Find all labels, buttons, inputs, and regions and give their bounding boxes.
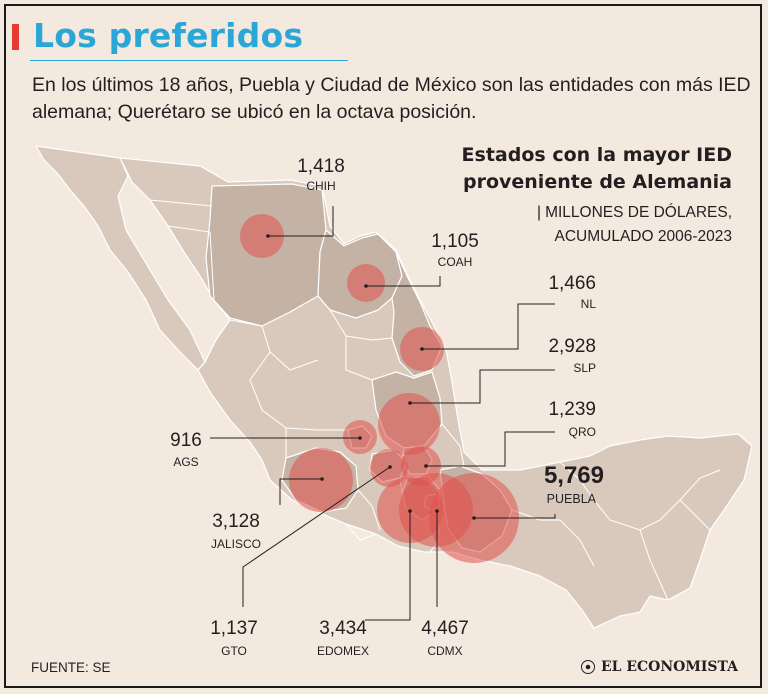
value-edomex: 3,434 <box>319 618 367 639</box>
title-underline <box>30 60 348 61</box>
brand-mark-icon <box>580 660 595 674</box>
leader-lines <box>210 206 556 621</box>
value-gto: 1,137 <box>210 618 258 639</box>
code-chih: CHIH <box>306 179 335 193</box>
source-note: FUENTE: SE <box>31 660 111 675</box>
brand-logo: EL ECONOMISTA <box>580 659 738 675</box>
code-ags: AGS <box>173 455 198 469</box>
code-puebla: PUEBLA <box>547 492 597 506</box>
page-title: Los preferidos <box>33 16 304 55</box>
code-gto: GTO <box>221 644 247 658</box>
code-coah: COAH <box>438 255 473 269</box>
legend-title-line2: proveniente de Alemania <box>462 171 732 193</box>
code-edomex: EDOMEX <box>317 644 369 658</box>
baja-peninsula <box>35 145 206 371</box>
code-jalisco: JALISCO <box>211 537 261 551</box>
legend-units-line2: ACUMULADO 2006-2023 <box>554 228 732 245</box>
brand-name: EL ECONOMISTA <box>600 659 738 675</box>
bubble-coah <box>347 264 385 302</box>
value-slp: 2,928 <box>548 336 596 357</box>
code-qro: QRO <box>569 425 596 439</box>
code-slp: SLP <box>573 361 596 375</box>
value-nl: 1,466 <box>548 273 596 294</box>
value-chih: 1,418 <box>297 156 345 177</box>
bubble-slp <box>378 393 440 455</box>
bubble-chih <box>240 214 284 258</box>
legend-title-line1: Estados con la mayor IED <box>461 144 732 166</box>
value-labels: 1,418 CHIH 1,105 COAH 1,466 NL 2,928 SLP… <box>170 156 604 658</box>
value-coah: 1,105 <box>431 231 479 252</box>
state-borders <box>149 199 721 601</box>
code-cdmx: CDMX <box>427 644 462 658</box>
legend-title: Estados con la mayor IED proveniente de … <box>462 142 732 196</box>
title-accent-bar <box>12 24 19 50</box>
legend-units: | MILLONES DE DÓLARES, ACUMULADO 2006-202… <box>537 201 732 249</box>
value-jalisco: 3,128 <box>212 511 260 532</box>
value-puebla: 5,769 <box>544 462 604 489</box>
code-nl: NL <box>581 297 597 311</box>
units-marker: | <box>537 204 542 221</box>
legend-units-line1: MILLONES DE DÓLARES, <box>545 204 732 221</box>
value-cdmx: 4,467 <box>421 618 469 639</box>
value-ags: 916 <box>170 430 202 451</box>
value-qro: 1,239 <box>548 399 596 420</box>
subtitle: En los últimos 18 años, Puebla y Ciudad … <box>32 74 751 123</box>
